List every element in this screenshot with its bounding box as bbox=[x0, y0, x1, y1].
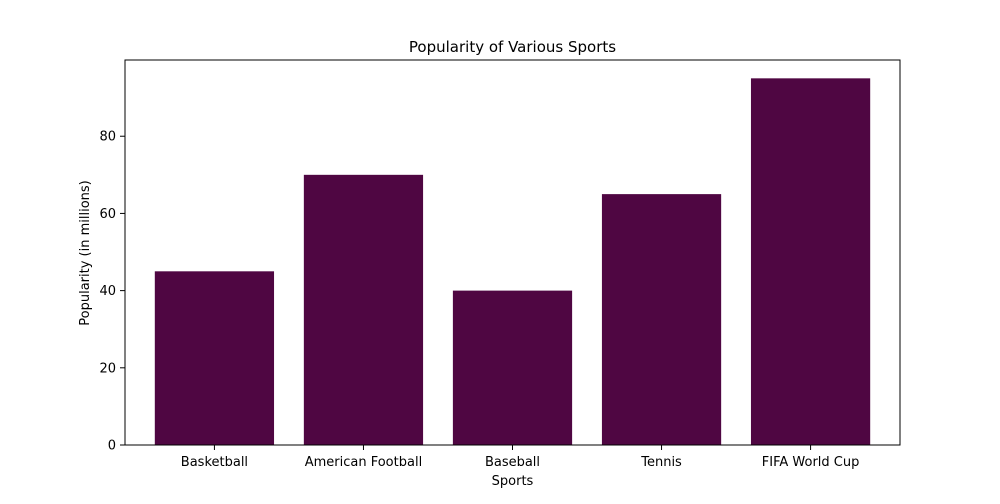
x-tick-label: Baseball bbox=[485, 455, 540, 470]
x-axis-label: Sports bbox=[492, 474, 534, 489]
x-tick-label: Basketball bbox=[181, 455, 248, 470]
chart-title: Popularity of Various Sports bbox=[409, 38, 616, 56]
x-tick-label: American Football bbox=[305, 455, 422, 470]
bars-layer bbox=[154, 78, 871, 445]
y-tick-label: 40 bbox=[99, 284, 116, 299]
y-axis-label: Popularity (in millions) bbox=[78, 180, 93, 325]
y-tick-label: 20 bbox=[99, 361, 116, 376]
bar-basketball bbox=[154, 271, 275, 445]
plot-frame bbox=[124, 59, 901, 446]
y-tick-label: 80 bbox=[99, 130, 116, 145]
y-tick-label: 60 bbox=[99, 207, 116, 222]
bar-baseball bbox=[452, 290, 573, 445]
y-tick-label: 0 bbox=[108, 439, 116, 454]
x-tick-label: FIFA World Cup bbox=[762, 455, 860, 470]
ticks-layer: Basketball American Football Baseball Tenni… bbox=[99, 130, 859, 470]
bar-tennis bbox=[601, 194, 722, 445]
bar-fifa-world-cup bbox=[750, 78, 871, 445]
bar-american-football bbox=[303, 174, 424, 445]
x-tick-label: Tennis bbox=[640, 455, 682, 470]
